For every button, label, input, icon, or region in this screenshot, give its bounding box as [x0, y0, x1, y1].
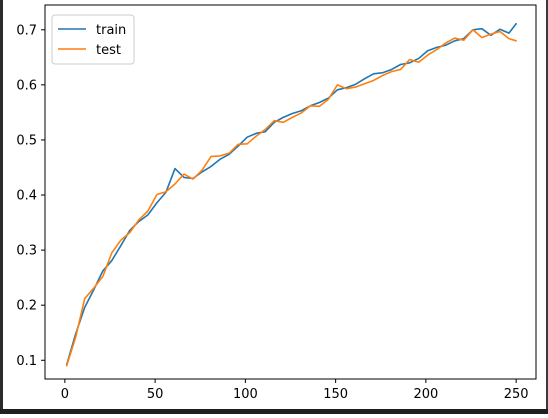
x-tick-label: 250 [504, 387, 529, 402]
series-line-train [65, 22, 517, 366]
legend-label-train: train [96, 23, 126, 38]
axes-frame [44, 4, 537, 380]
legend-label-test: test [96, 43, 121, 58]
y-tick-label: 0.5 [16, 133, 37, 148]
x-tick-label: 50 [147, 387, 164, 402]
window-edge-right [546, 0, 548, 414]
x-tick-label: 150 [323, 387, 348, 402]
y-tick-label: 0.2 [16, 299, 37, 314]
legend-box [51, 14, 135, 65]
y-tick-label: 0.6 [16, 78, 37, 93]
y-tick-label: 0.1 [16, 354, 37, 369]
y-axis-ticks: 0.1 0.2 0.3 0.4 0.5 0.6 0.7 [16, 23, 45, 369]
y-tick-label: 0.7 [16, 23, 37, 38]
y-tick-label: 0.3 [16, 244, 37, 259]
series-line-test [65, 28, 517, 367]
y-tick-label: 0.4 [16, 189, 37, 204]
window-edge-left [0, 0, 3, 414]
x-tick-label: 100 [233, 387, 258, 402]
legend: train test [51, 14, 135, 65]
window-edge-bottom [0, 409, 548, 414]
series-layer [65, 22, 517, 367]
x-tick-label: 200 [413, 387, 438, 402]
x-tick-label: 0 [61, 387, 69, 402]
x-axis-ticks: 0 50 100 150 200 250 [61, 379, 529, 402]
